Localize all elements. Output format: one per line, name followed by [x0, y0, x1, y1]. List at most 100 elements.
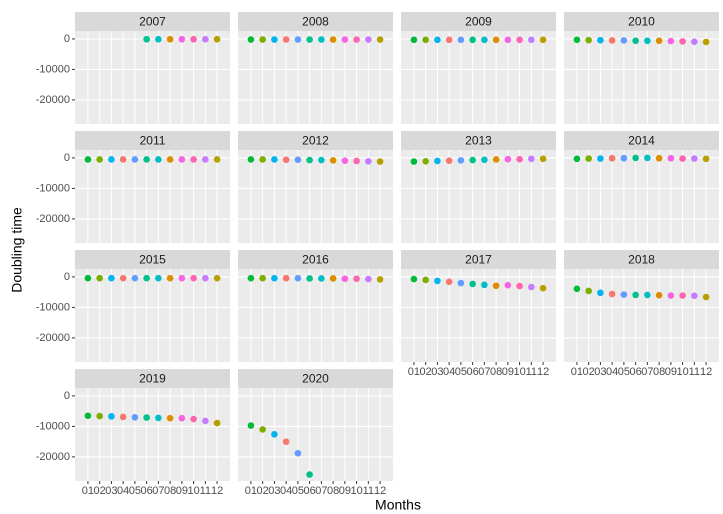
- point: [608, 37, 616, 44]
- strip-label: 2016: [302, 253, 329, 267]
- point: [294, 449, 302, 457]
- x-tick-label: 01: [408, 366, 420, 378]
- point: [178, 274, 186, 282]
- x-tick-label: 06: [467, 366, 479, 378]
- point: [492, 36, 500, 44]
- point: [190, 156, 197, 163]
- point: [620, 37, 628, 44]
- x-tick-label: 10: [187, 485, 199, 497]
- point: [271, 36, 278, 43]
- point: [213, 35, 221, 43]
- point: [190, 415, 197, 423]
- strip: [564, 250, 719, 269]
- point: [108, 274, 115, 282]
- strip-label: 2019: [139, 372, 166, 386]
- panel: [238, 388, 393, 481]
- point: [457, 279, 465, 287]
- x-tick-label: 03: [431, 366, 443, 378]
- point: [620, 154, 628, 162]
- panel: [75, 31, 230, 124]
- strip: [75, 250, 230, 269]
- x-tick-label: 11: [200, 485, 211, 497]
- point: [679, 292, 686, 299]
- strip: [238, 250, 393, 269]
- point: [341, 275, 349, 283]
- point: [84, 156, 92, 163]
- point: [259, 36, 266, 43]
- x-tick-label: 10: [513, 366, 525, 378]
- point: [155, 156, 162, 163]
- point: [329, 36, 337, 43]
- point: [679, 38, 686, 45]
- point: [329, 275, 337, 282]
- x-tick-label: 01: [571, 366, 583, 378]
- x-tick-label: 09: [665, 366, 677, 378]
- point: [365, 157, 372, 165]
- point: [422, 276, 429, 284]
- point: [131, 156, 139, 163]
- point: [365, 36, 372, 43]
- point: [213, 419, 221, 427]
- point: [644, 154, 651, 162]
- panel: [238, 269, 393, 362]
- x-tick-label: 02: [257, 485, 269, 497]
- point: [341, 157, 349, 164]
- point: [702, 155, 710, 163]
- point: [539, 284, 547, 292]
- point: [271, 431, 278, 438]
- y-tick-label: -20000: [36, 332, 70, 344]
- point: [410, 158, 418, 165]
- strip: [564, 12, 719, 31]
- point: [306, 275, 313, 282]
- strip-label: 2009: [465, 15, 492, 29]
- panel: [238, 31, 393, 124]
- strip-label: 2010: [628, 15, 655, 29]
- x-tick-label: 03: [594, 366, 606, 378]
- point: [306, 471, 313, 478]
- y-tick-label: -10000: [36, 420, 70, 432]
- panel: [238, 150, 393, 243]
- point: [516, 36, 523, 44]
- point: [143, 274, 150, 282]
- point: [329, 157, 337, 164]
- point: [155, 274, 162, 282]
- x-tick-label: 08: [327, 485, 339, 497]
- y-tick-label: -20000: [36, 451, 70, 463]
- point: [492, 282, 500, 290]
- point: [655, 37, 663, 45]
- point: [143, 414, 150, 421]
- point: [96, 274, 103, 282]
- panel: [401, 150, 556, 243]
- point: [259, 156, 266, 163]
- point: [655, 291, 663, 299]
- panel: [75, 269, 230, 362]
- point: [528, 283, 535, 291]
- point: [376, 158, 384, 165]
- x-tick-label: 12: [211, 485, 223, 497]
- x-tick-label: 08: [490, 366, 502, 378]
- point: [365, 275, 372, 283]
- point: [597, 289, 604, 297]
- point: [585, 36, 592, 44]
- panel: [564, 269, 719, 362]
- point: [178, 414, 186, 422]
- point: [353, 275, 360, 283]
- point: [573, 285, 581, 293]
- point: [528, 155, 535, 163]
- point: [422, 157, 429, 165]
- point: [271, 274, 278, 282]
- x-tick-label: 02: [583, 366, 595, 378]
- point: [96, 412, 103, 420]
- strip: [238, 369, 393, 388]
- point: [213, 274, 221, 282]
- point: [282, 156, 290, 164]
- point: [691, 155, 698, 162]
- x-tick-label: 04: [117, 485, 129, 497]
- point: [84, 412, 92, 420]
- point: [539, 155, 547, 163]
- point: [247, 156, 255, 163]
- y-tick-label: -20000: [36, 213, 70, 225]
- point: [434, 36, 441, 44]
- point: [608, 290, 616, 298]
- point: [376, 276, 384, 283]
